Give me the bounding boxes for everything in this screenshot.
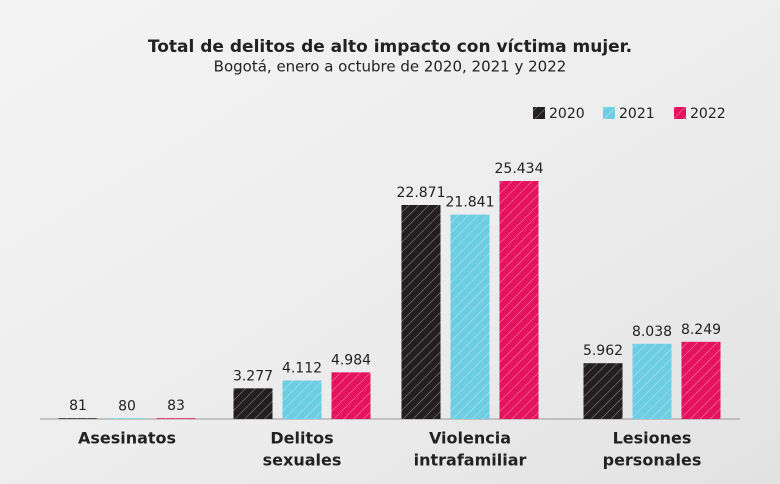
value-label: 8.038 [632,324,672,340]
category-label: Asesinatos [78,429,176,448]
bar-hatch [282,380,322,419]
value-label: 22.871 [397,185,446,201]
bar-hatch [499,181,539,419]
value-label: 4.112 [282,361,322,377]
category-label: Lesiones [613,429,692,448]
bar-hatch [401,204,441,419]
value-label: 4.984 [331,352,371,368]
legend-label: 2020 [549,106,585,122]
category-label: personales [603,451,702,470]
bar-hatch [632,343,672,419]
bar-hatch [233,388,273,419]
value-label: 83 [167,398,185,414]
bar-hatch [583,363,623,419]
bar-hatch [331,372,371,419]
value-label: 81 [69,398,87,414]
legend-hatch [603,107,615,119]
legend-label: 2021 [619,106,655,122]
legend-label: 2022 [690,106,726,122]
value-label: 80 [118,398,136,414]
chart-subtitle: Bogotá, enero a octubre de 2020, 2021 y … [214,58,567,76]
bar-hatch [681,341,721,419]
category-label: sexuales [263,451,342,470]
bar-hatch [156,418,196,419]
value-label: 21.841 [446,195,495,211]
value-label: 8.249 [681,322,721,338]
category-label: Delitos [270,429,333,448]
value-label: 3.277 [233,368,273,384]
chart-title: Total de delitos de alto impacto con víc… [148,37,632,57]
value-label: 5.962 [583,343,623,359]
bar-hatch [107,418,147,419]
bar-hatch [58,418,98,419]
value-label: 25.434 [495,161,544,177]
legend-hatch [674,107,686,119]
legend-hatch [533,107,545,119]
category-label: intrafamiliar [414,451,527,470]
category-label: Violencia [429,429,511,448]
bar-hatch [450,214,490,419]
